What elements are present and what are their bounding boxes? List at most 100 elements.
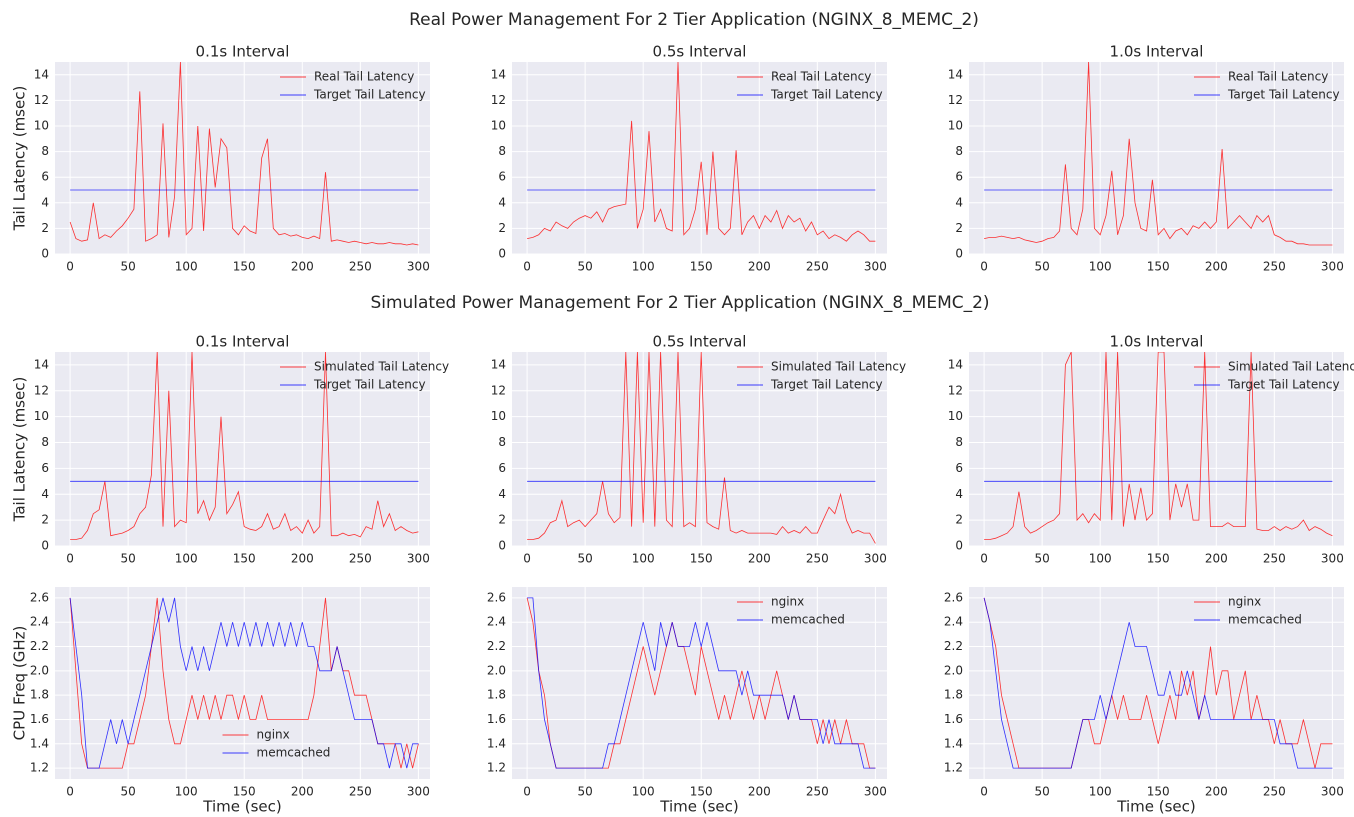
y-tick-label: 1.2 [944, 761, 963, 775]
legend-label: Target Tail Latency [313, 88, 426, 102]
y-tick-label: 2.4 [30, 615, 49, 629]
x-tick-label: 0 [523, 785, 531, 799]
y-tick-label: 10 [491, 409, 506, 423]
y-tick-label: 0 [955, 539, 963, 553]
x-tick-label: 300 [864, 785, 887, 799]
y-tick-label: 1.4 [30, 736, 49, 750]
x-tick-label: 250 [1263, 552, 1286, 566]
x-tick-label: 150 [233, 260, 256, 274]
y-tick-label: 2.0 [487, 663, 506, 677]
y-tick-label: 2.6 [30, 590, 49, 604]
legend-label: Target Tail Latency [1227, 88, 1340, 102]
suptitle: Real Power Management For 2 Tier Applica… [409, 10, 979, 30]
x-tick-label: 250 [806, 260, 829, 274]
y-tick-label: 1.4 [944, 736, 963, 750]
plot-background [55, 352, 430, 546]
x-tick-label: 200 [748, 785, 771, 799]
legend-label: Real Tail Latency [1228, 70, 1328, 84]
y-tick-label: 6 [41, 461, 49, 475]
y-tick-label: 14 [34, 357, 49, 371]
x-tick-label: 100 [1089, 785, 1112, 799]
x-tick-label: 250 [349, 260, 372, 274]
y-tick-label: 1.6 [487, 712, 506, 726]
y-tick-label: 1.4 [487, 736, 506, 750]
x-tick-label: 50 [1035, 785, 1050, 799]
x-tick-label: 150 [690, 785, 713, 799]
x-tick-label: 100 [1089, 260, 1112, 274]
x-tick-label: 200 [291, 552, 314, 566]
subplot-title: 0.5s Interval [653, 333, 747, 351]
legend-label: Target Tail Latency [770, 88, 883, 102]
legend-label: Real Tail Latency [771, 70, 871, 84]
y-tick-label: 12 [491, 93, 506, 107]
y-axis-label: Tail Latency (msec) [11, 377, 29, 523]
x-axis-label: Time (sec) [202, 798, 281, 816]
y-tick-label: 2 [41, 221, 49, 235]
plot-background [55, 62, 430, 254]
x-tick-label: 0 [66, 552, 74, 566]
x-tick-label: 250 [349, 552, 372, 566]
y-tick-label: 12 [948, 93, 963, 107]
data-line [984, 62, 1333, 246]
y-tick-label: 12 [34, 383, 49, 397]
suptitle: Simulated Power Management For 2 Tier Ap… [370, 293, 989, 313]
x-tick-label: 300 [1321, 260, 1344, 274]
plot-background [512, 587, 887, 779]
y-tick-label: 2.2 [487, 639, 506, 653]
x-tick-label: 250 [806, 785, 829, 799]
x-tick-label: 0 [980, 260, 988, 274]
y-tick-label: 1.2 [30, 761, 49, 775]
y-tick-label: 2.4 [944, 615, 963, 629]
y-tick-label: 2 [955, 513, 963, 527]
x-tick-label: 300 [407, 260, 430, 274]
y-tick-label: 0 [41, 539, 49, 553]
y-tick-label: 8 [498, 144, 506, 158]
x-tick-label: 100 [175, 785, 198, 799]
legend-label: Target Tail Latency [770, 378, 883, 392]
x-tick-label: 300 [864, 552, 887, 566]
subplot-title: 1.0s Interval [1110, 43, 1204, 61]
y-tick-label: 8 [498, 435, 506, 449]
y-tick-label: 2.2 [30, 639, 49, 653]
y-tick-label: 1.6 [944, 712, 963, 726]
y-tick-label: 2.6 [487, 590, 506, 604]
data-line [527, 597, 876, 769]
y-tick-label: 2 [498, 513, 506, 527]
x-tick-label: 0 [66, 260, 74, 274]
y-tick-label: 6 [955, 170, 963, 184]
x-tick-label: 0 [980, 552, 988, 566]
x-tick-label: 200 [1205, 552, 1228, 566]
plot-background [512, 352, 887, 546]
subplot-title: 1.0s Interval [1110, 333, 1204, 351]
y-tick-label: 4 [955, 195, 963, 209]
x-tick-label: 150 [1147, 260, 1170, 274]
y-tick-label: 8 [955, 435, 963, 449]
x-tick-label: 200 [748, 552, 771, 566]
x-tick-label: 150 [233, 552, 256, 566]
x-tick-label: 0 [523, 552, 531, 566]
y-tick-label: 8 [955, 144, 963, 158]
x-tick-label: 150 [1147, 785, 1170, 799]
y-tick-label: 14 [491, 67, 506, 81]
y-tick-label: 2.2 [944, 639, 963, 653]
data-line [69, 62, 419, 246]
y-tick-label: 6 [498, 461, 506, 475]
y-tick-label: 2.0 [944, 663, 963, 677]
data-line [69, 597, 419, 769]
legend-label: Simulated Tail Latency [1228, 360, 1354, 374]
x-tick-label: 100 [175, 552, 198, 566]
x-tick-label: 100 [632, 552, 655, 566]
x-tick-label: 200 [291, 785, 314, 799]
x-tick-label: 50 [121, 552, 136, 566]
x-tick-label: 50 [121, 260, 136, 274]
y-tick-label: 4 [498, 487, 506, 501]
x-tick-label: 150 [1147, 552, 1170, 566]
data-line [527, 352, 876, 544]
x-tick-label: 50 [578, 260, 593, 274]
data-line [70, 352, 419, 540]
y-tick-label: 10 [948, 409, 963, 423]
x-tick-label: 200 [1205, 260, 1228, 274]
y-axis-label: CPU Freq (GHz) [11, 626, 29, 741]
plot-background [512, 62, 887, 254]
